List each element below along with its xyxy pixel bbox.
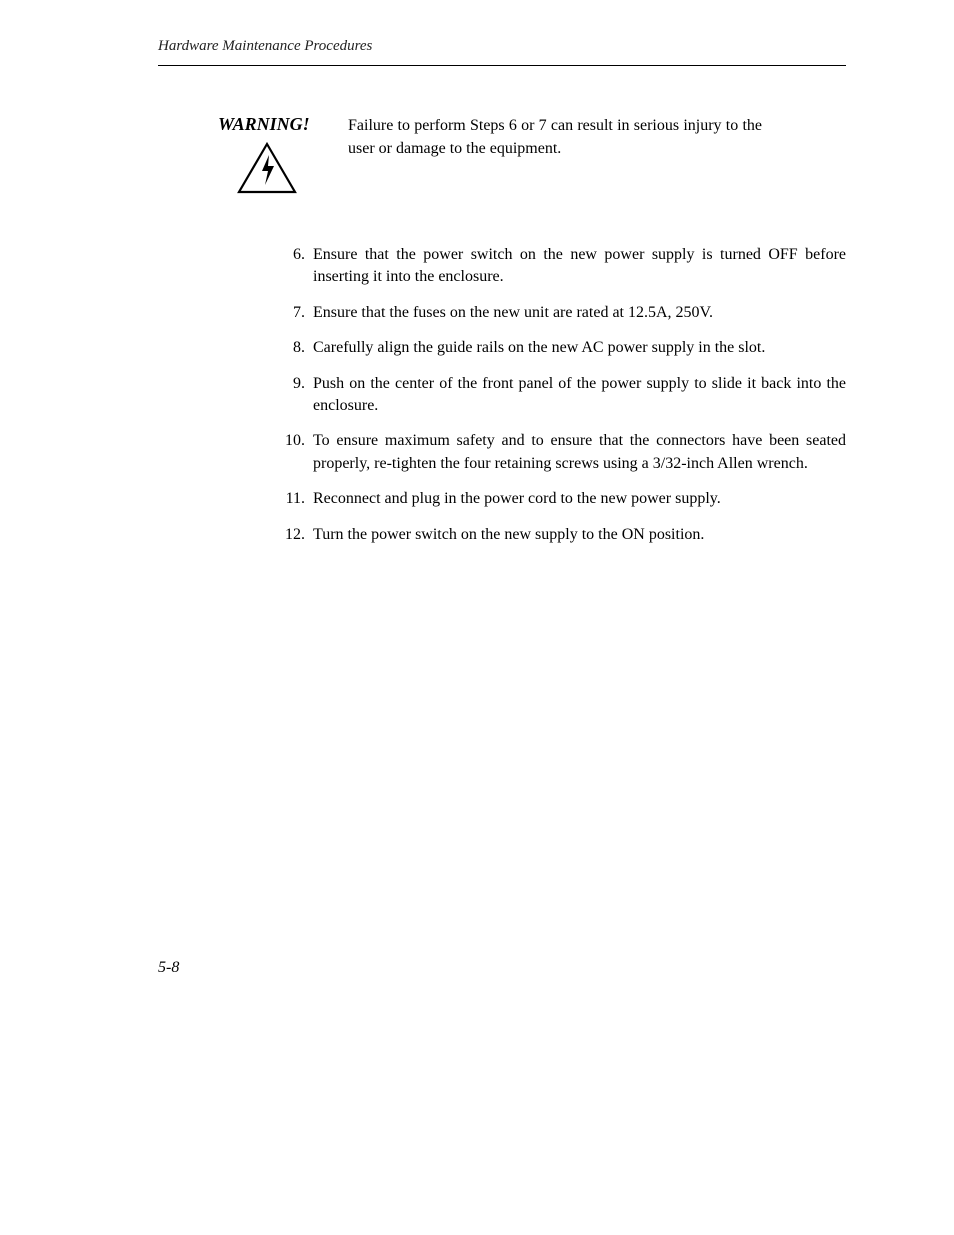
list-item: 6. Ensure that the power switch on the n… [283,244,846,289]
step-text: Carefully align the guide rails on the n… [313,337,846,359]
step-text: Reconnect and plug in the power cord to … [313,488,846,510]
list-item: 11. Reconnect and plug in the power cord… [283,488,846,510]
step-text: Turn the power switch on the new supply … [313,524,846,546]
step-number: 9. [283,373,313,418]
warning-left-column: WARNING! [218,114,348,200]
warning-text: Failure to perform Steps 6 or 7 can resu… [348,114,846,160]
steps-list: 6. Ensure that the power switch on the n… [283,244,846,546]
list-item: 8. Carefully align the guide rails on th… [283,337,846,359]
page-header: Hardware Maintenance Procedures [158,38,846,66]
list-item: 7. Ensure that the fuses on the new unit… [283,302,846,324]
step-text: Ensure that the fuses on the new unit ar… [313,302,846,324]
list-item: 12. Turn the power switch on the new sup… [283,524,846,546]
step-text: Ensure that the power switch on the new … [313,244,846,289]
step-text: Push on the center of the front panel of… [313,373,846,418]
list-item: 9. Push on the center of the front panel… [283,373,846,418]
step-text: To ensure maximum safety and to ensure t… [313,430,846,475]
step-number: 7. [283,302,313,324]
step-number: 10. [283,430,313,475]
step-number: 11. [283,488,313,510]
warning-block: WARNING! Failure to perform Steps 6 or 7… [218,114,846,200]
electrical-hazard-icon [236,141,298,200]
list-item: 10. To ensure maximum safety and to ensu… [283,430,846,475]
step-number: 12. [283,524,313,546]
header-title: Hardware Maintenance Procedures [158,38,372,54]
step-number: 8. [283,337,313,359]
warning-label: WARNING! [218,114,310,135]
page-number: 5-8 [158,959,179,977]
step-number: 6. [283,244,313,289]
